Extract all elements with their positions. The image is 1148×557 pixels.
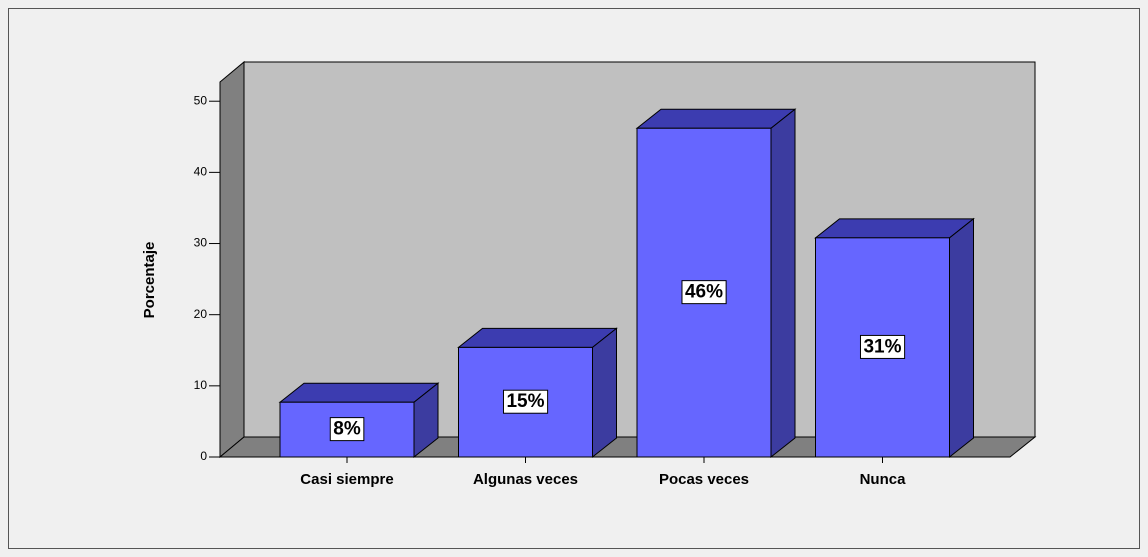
y-tick-label: 20 bbox=[194, 307, 208, 321]
value-label-box bbox=[329, 417, 365, 442]
y-tick-label: 10 bbox=[194, 378, 208, 392]
value-label: 31% bbox=[863, 336, 901, 357]
value-label: 8% bbox=[333, 419, 361, 440]
y-tick-label: 30 bbox=[194, 236, 208, 250]
x-tick-label: Pocas veces bbox=[659, 471, 749, 488]
y-axis-label: Porcentaje bbox=[141, 242, 158, 319]
value-label: 15% bbox=[506, 391, 544, 412]
side-wall bbox=[219, 60, 245, 459]
y-tick-label: 0 bbox=[200, 449, 207, 463]
bar-top bbox=[814, 218, 975, 239]
y-tick-label: 50 bbox=[194, 93, 208, 107]
value-label-box bbox=[681, 280, 727, 305]
bar-side bbox=[770, 108, 796, 459]
value-label-box bbox=[859, 334, 906, 359]
x-tick-label: Algunas veces bbox=[473, 471, 578, 488]
value-label-box bbox=[502, 389, 549, 414]
y-tick-label: 40 bbox=[194, 165, 208, 179]
x-tick-label: Casi siempre bbox=[300, 471, 393, 488]
bar-top bbox=[278, 382, 440, 403]
bar-side bbox=[592, 327, 617, 459]
bar-side bbox=[949, 217, 974, 459]
bar-top bbox=[457, 327, 618, 348]
value-label: 46% bbox=[685, 282, 723, 303]
bar-top bbox=[635, 108, 797, 129]
x-tick-label: Nunca bbox=[860, 471, 907, 488]
